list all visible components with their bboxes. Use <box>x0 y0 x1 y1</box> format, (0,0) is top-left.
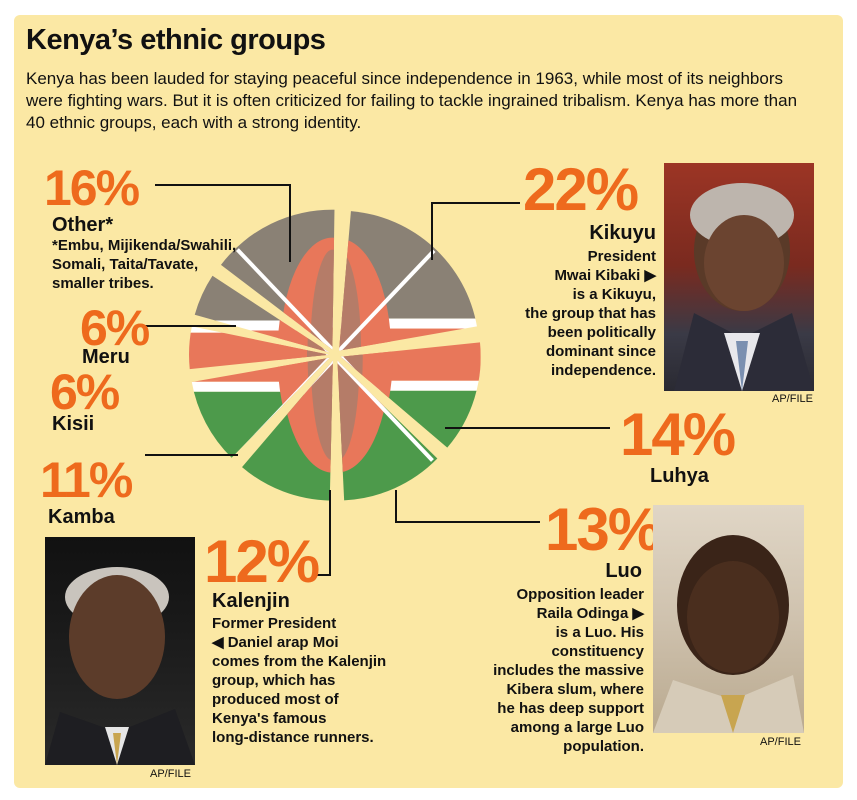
kikuyu-desc-5: independence. <box>550 362 656 379</box>
leader-line-other <box>155 184 291 262</box>
kikuyu-desc-2: the group that has <box>525 305 656 322</box>
kalenjin-desc-5: long-distance runners. <box>212 729 374 746</box>
luo-desc-3: includes the massive <box>493 662 644 679</box>
other-note-3: smaller tribes. <box>52 275 154 292</box>
kalenjin-desc-1: comes from the Kalenjin <box>212 653 387 670</box>
luo-desc-7: population. <box>563 738 644 755</box>
intro-text: Kenya has been lauded for staying peacef… <box>26 69 798 132</box>
luo-name: Raila Odinga ▶ <box>536 605 644 622</box>
legend-other: Other* <box>52 214 114 236</box>
odinga-photo-credit: AP/FILE <box>760 736 801 748</box>
kibaki-photo <box>664 163 814 391</box>
slice-label-kikuyu: 22% <box>523 156 639 223</box>
kikuyu-name: Mwai Kibaki ▶ <box>554 267 656 284</box>
slice-label-luo: 13% <box>545 496 661 563</box>
kikuyu-title: President <box>587 248 656 265</box>
kikuyu-desc-3: been politically <box>547 324 656 341</box>
luo-desc-4: Kibera slum, where <box>506 681 644 698</box>
kalenjin-title: Former President <box>212 615 337 632</box>
kalenjin-desc-4: Kenya's famous <box>212 710 327 727</box>
kibaki-photo-credit: AP/FILE <box>772 393 813 405</box>
page-title: Kenya’s ethnic groups <box>26 24 326 56</box>
leader-line-luo <box>395 490 540 523</box>
luo-desc-6: among a large Luo <box>510 719 644 736</box>
leader-line-kikuyu <box>431 202 520 260</box>
luo-desc-5: he has deep support <box>497 700 644 717</box>
kikuyu-desc-1: is a Kikuyu, <box>572 286 656 303</box>
luo-title: Opposition leader <box>516 586 644 603</box>
legend-luo: Luo <box>605 560 642 582</box>
other-note-1: *Embu, Mijikenda/Swahili, <box>52 237 237 254</box>
luo-desc-2: constituency <box>551 643 644 660</box>
other-note-2: Somali, Taita/Tavate, <box>52 256 199 273</box>
legend-luhya: Luhya <box>650 465 709 487</box>
slice-label-kisii: 6% <box>50 364 120 420</box>
legend-kamba: Kamba <box>48 506 115 528</box>
slice-label-other: 16% <box>44 160 140 216</box>
leader-line-kalenjin <box>312 490 331 576</box>
legend-kalenjin: Kalenjin <box>212 590 290 612</box>
slice-label-luhya: 14% <box>620 401 736 468</box>
odinga-photo <box>653 505 804 733</box>
moi-photo <box>45 537 195 765</box>
kalenjin-desc-2: group, which has <box>212 672 336 689</box>
legend-kisii: Kisii <box>52 413 95 435</box>
slice-label-kamba: 11% <box>40 452 133 508</box>
slice-label-meru: 6% <box>80 300 150 356</box>
legend-meru: Meru <box>82 346 130 368</box>
legend-kikuyu: Kikuyu <box>589 222 656 244</box>
slice-label-kalenjin: 12% <box>204 528 320 595</box>
moi-photo-credit: AP/FILE <box>150 768 191 780</box>
kalenjin-desc-3: produced most of <box>212 691 339 708</box>
kikuyu-desc-4: dominant since <box>545 343 656 360</box>
kalenjin-name: ◀ Daniel arap Moi <box>212 634 339 651</box>
luo-desc-1: is a Luo. His <box>555 624 644 641</box>
